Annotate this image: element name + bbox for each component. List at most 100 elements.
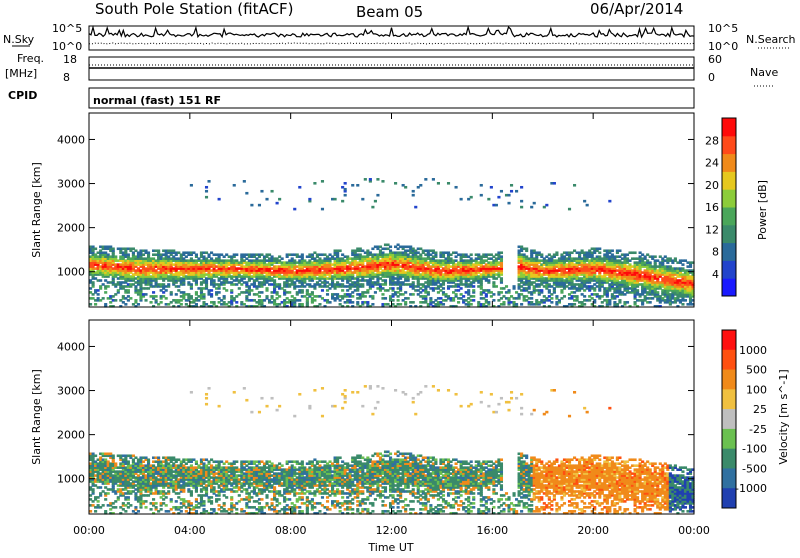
velocity-cell <box>155 506 158 509</box>
power-cell <box>507 202 510 205</box>
power-cell <box>235 253 238 256</box>
power-cell <box>190 295 193 298</box>
power-cell <box>492 293 495 296</box>
power-ytick-label: 1000 <box>57 266 85 279</box>
power-cell <box>555 295 558 298</box>
power-cell <box>293 208 296 211</box>
velocity-cell <box>144 506 147 509</box>
power-cell <box>419 184 422 187</box>
power-cell <box>507 194 510 197</box>
power-cell <box>344 194 347 197</box>
power-cell <box>92 281 95 284</box>
power-cell <box>273 279 276 282</box>
nsky-tick-top: 10^5 <box>52 22 82 35</box>
power-cell <box>414 206 417 209</box>
power-cell <box>520 206 523 209</box>
velocity-heatmap <box>89 385 695 515</box>
power-cell <box>99 279 102 282</box>
power-cell <box>205 196 208 199</box>
power-cell <box>467 289 470 292</box>
power-cell <box>492 281 495 284</box>
power-ytick-label: 4000 <box>57 133 85 146</box>
velocity-cell <box>104 510 107 513</box>
power-cell <box>495 285 498 288</box>
power-cell <box>510 190 513 193</box>
power-cell <box>150 301 153 304</box>
power-cell <box>129 297 132 300</box>
power-cell <box>321 208 324 211</box>
power-cell <box>510 184 513 187</box>
power-cell <box>654 255 657 258</box>
power-cell <box>160 301 163 304</box>
power-cell <box>472 299 475 302</box>
velocity-cell <box>137 510 140 513</box>
power-cell <box>233 184 236 187</box>
freq-unit-label: [MHz] <box>5 67 37 80</box>
power-cell <box>175 293 178 296</box>
velocity-cell <box>104 498 107 501</box>
velocity-cell <box>129 504 132 507</box>
velocity-cell <box>107 492 110 495</box>
velocity-cell <box>114 462 117 465</box>
power-cell <box>550 297 553 300</box>
power-cell <box>548 289 551 292</box>
power-cell <box>598 251 601 254</box>
power-cell <box>278 283 281 286</box>
power-heatmap <box>89 178 695 308</box>
power-cell <box>356 184 359 187</box>
power-cell <box>190 184 193 187</box>
power-cell <box>505 285 508 288</box>
power-cell <box>392 287 395 290</box>
power-cell <box>371 295 374 298</box>
power-cell <box>127 289 130 292</box>
power-cell <box>276 291 279 294</box>
power-cell <box>384 279 387 282</box>
power-cell <box>250 204 253 207</box>
power-cell <box>530 297 533 300</box>
power-cell <box>480 184 483 187</box>
power-cell <box>190 283 193 286</box>
power-cell <box>460 198 463 201</box>
power-cell <box>361 283 364 286</box>
power-cell <box>218 291 221 294</box>
power-cell <box>298 186 301 189</box>
power-cell <box>470 196 473 199</box>
power-cell <box>573 184 576 187</box>
power-cell <box>540 253 543 256</box>
power-cell <box>500 291 503 294</box>
power-cell <box>298 299 301 302</box>
power-cell <box>515 190 518 193</box>
power-cell <box>520 186 523 189</box>
freq-tick-top: 18 <box>63 53 77 66</box>
power-cell <box>195 303 198 306</box>
power-cell <box>442 303 445 306</box>
power-cell <box>487 279 490 282</box>
power-cell <box>674 257 677 260</box>
power-cell <box>127 253 130 256</box>
power-cell <box>684 299 687 302</box>
power-cell <box>245 192 248 195</box>
power-cell <box>634 251 637 254</box>
power-cell <box>374 200 377 203</box>
station-title: South Pole Station (fitACF) <box>95 0 293 18</box>
power-cell <box>165 289 168 292</box>
velocity-cell <box>150 508 153 511</box>
power-cell <box>470 303 473 306</box>
power-cell <box>104 303 107 306</box>
power-cell <box>344 188 347 191</box>
power-cell <box>334 198 337 201</box>
power-cell <box>97 293 100 296</box>
power-cell <box>457 301 460 304</box>
power-cell <box>412 194 415 197</box>
power-cell <box>545 204 548 207</box>
nsearch-tick-bottom: 10^0 <box>708 40 738 53</box>
power-cell <box>195 291 198 294</box>
power-cell <box>611 249 614 252</box>
power-cell <box>144 293 147 296</box>
power-cell <box>384 297 387 300</box>
power-cell <box>533 202 536 205</box>
power-cell <box>94 303 97 306</box>
power-cell <box>472 295 475 298</box>
velocity-cell <box>134 506 137 509</box>
